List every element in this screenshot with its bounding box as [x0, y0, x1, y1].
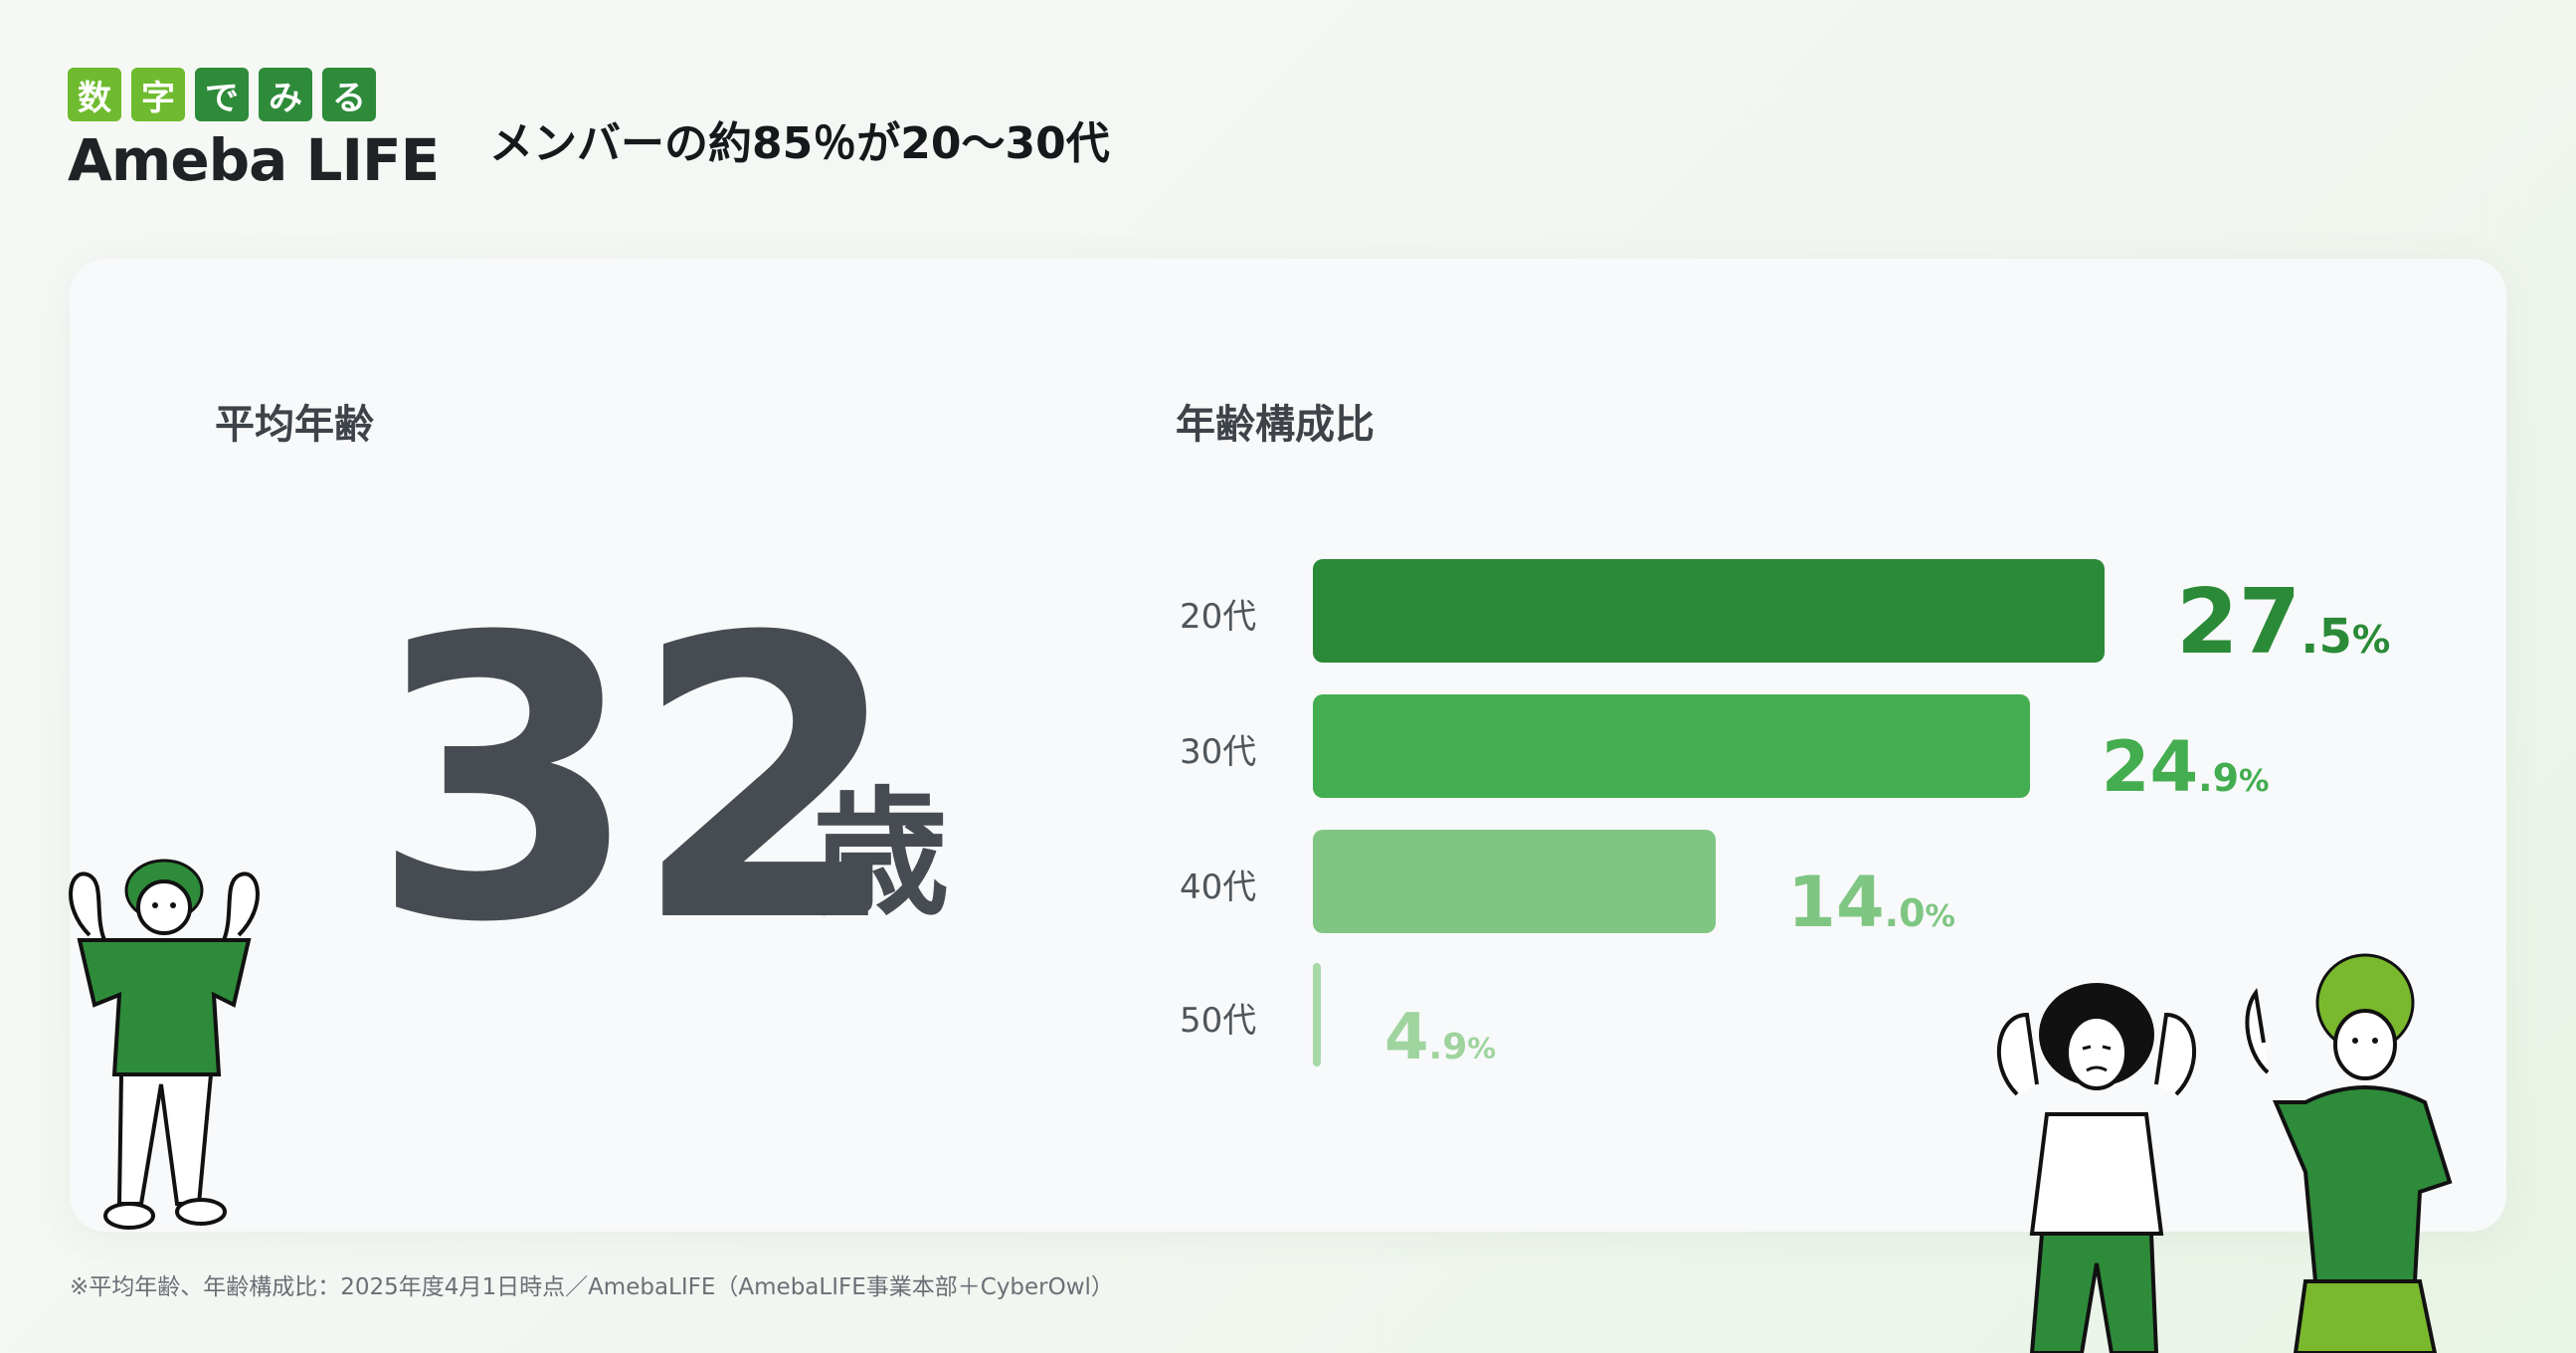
logo-tile: 字 — [131, 68, 185, 121]
logo-wordmark: Ameba LIFE — [68, 126, 440, 194]
value-label: 4.9% — [1384, 1001, 1497, 1075]
page-headline: メンバーの約85％が20〜30代 — [489, 118, 1110, 169]
average-age-title: 平均年齢 — [215, 402, 374, 448]
category-label: 50代 — [1180, 1001, 1257, 1041]
chart-title: 年齢構成比 — [1176, 402, 1375, 448]
bar — [1313, 559, 2105, 663]
logo-tile: で — [195, 68, 249, 121]
logo-tile: 数 — [68, 68, 121, 121]
bar — [1313, 694, 2030, 798]
logo-tile: み — [259, 68, 312, 121]
category-label: 30代 — [1180, 732, 1257, 772]
average-age-value: 32 — [370, 555, 902, 1007]
pointing-person-illustration — [2245, 953, 2453, 1353]
average-age-unit: 歳 — [812, 774, 950, 934]
bar — [1313, 830, 1717, 933]
value-label: 14.0% — [1787, 861, 1955, 943]
logo-tiles: 数 字 で み る — [68, 68, 439, 121]
value-label: 24.9% — [2101, 725, 2270, 808]
bar — [1313, 963, 1321, 1066]
flexing-person-illustration — [69, 859, 260, 1230]
value-label: 27.5% — [2176, 569, 2391, 675]
logo: 数 字 で み る Ameba LIFE — [68, 68, 440, 194]
logo-tile: る — [322, 68, 376, 121]
footnote: ※平均年齢、年齢構成比：2025年度4月1日時点／AmebaLIFE（Ameba… — [70, 1274, 1114, 1300]
category-label: 40代 — [1180, 868, 1257, 907]
worried-person-illustration — [1996, 983, 2197, 1353]
category-label: 20代 — [1180, 597, 1257, 637]
